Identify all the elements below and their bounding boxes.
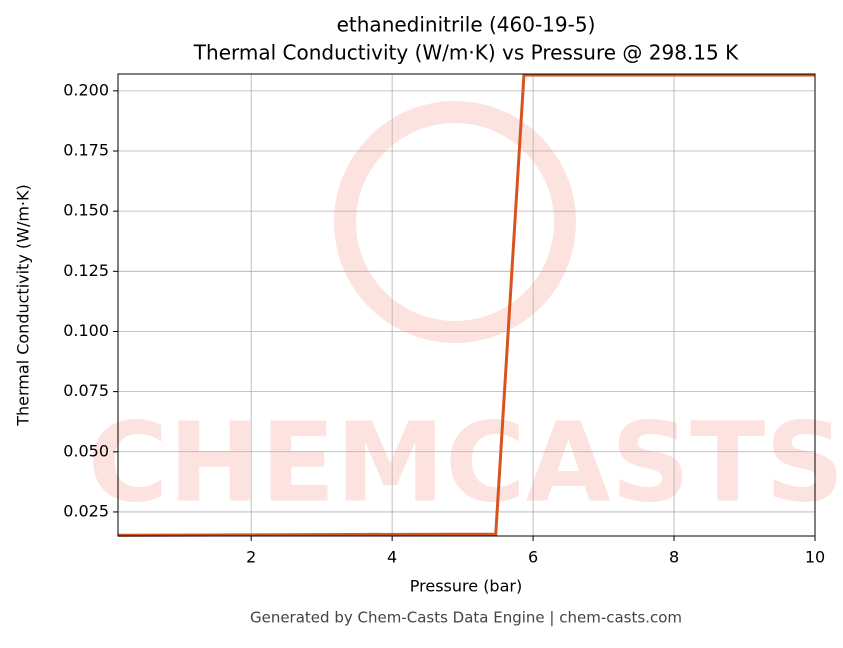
- y-tick-label: 0.175: [63, 141, 109, 160]
- y-tick-label: 0.200: [63, 80, 109, 99]
- y-tick-label: 0.025: [63, 501, 109, 520]
- y-tick-label: 0.050: [63, 441, 109, 460]
- y-tick-label: 0.075: [63, 381, 109, 400]
- x-tick-label: 6: [528, 548, 538, 567]
- plot-frame: [117, 73, 816, 537]
- line: [117, 73, 815, 537]
- y-axis-label: Thermal Conductivity (W/m·K): [14, 184, 33, 427]
- watermark: CHEMCASTS: [88, 398, 843, 526]
- chart-subtitle: Thermal Conductivity (W/m·K) vs Pressure…: [193, 41, 739, 65]
- y-tick-label: 0.100: [63, 321, 109, 340]
- y-tick-label: 0.150: [63, 201, 109, 220]
- x-tick-label: 8: [669, 548, 679, 567]
- watermark-logo: [334, 101, 576, 343]
- x-tick-label: 4: [387, 548, 397, 567]
- y-tick-label: 0.125: [63, 261, 109, 280]
- x-tick-label: 2: [246, 548, 256, 567]
- x-axis-label: Pressure (bar): [410, 577, 522, 596]
- chart-title: ethanedinitrile (460-19-5): [337, 13, 596, 37]
- x-tick-label: 10: [805, 548, 825, 567]
- footer: Generated by Chem-Casts Data Engine | ch…: [250, 609, 682, 627]
